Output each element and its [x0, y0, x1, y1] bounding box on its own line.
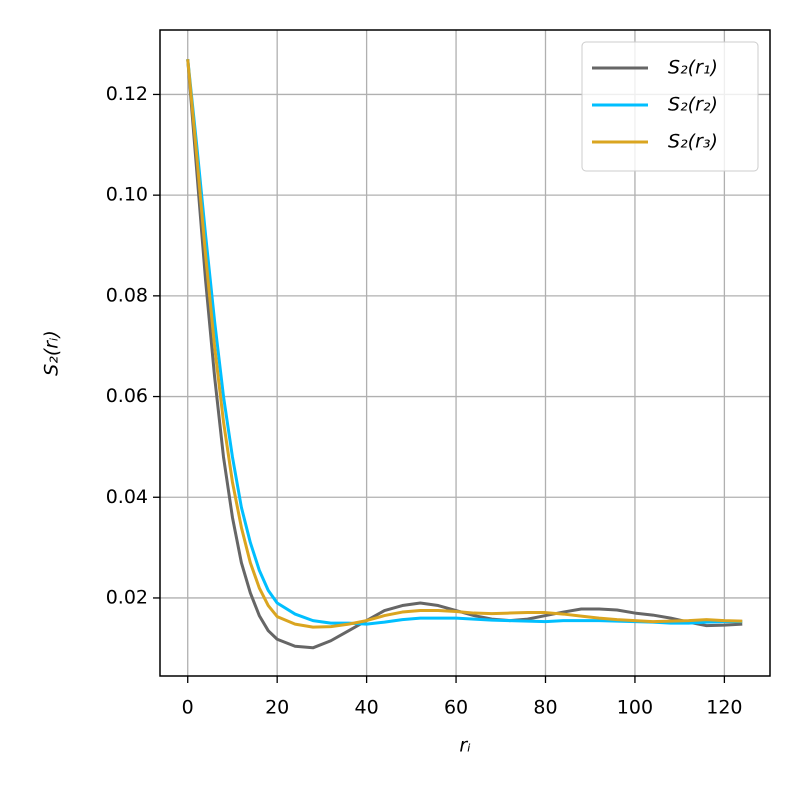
- legend-label: S₂(r₃): [668, 131, 718, 153]
- y-tick-label: 0.08: [106, 284, 148, 306]
- x-tick-label: 120: [706, 697, 742, 719]
- y-tick-label: 0.10: [106, 184, 148, 206]
- legend-box: [581, 41, 759, 172]
- y-axis-label: S₂(rᵢ): [41, 330, 63, 376]
- legend-label: S₂(r₁): [668, 57, 718, 79]
- x-tick-label: 80: [533, 697, 557, 719]
- x-tick-label: 20: [265, 697, 289, 719]
- legend-label: S₂(r₂): [668, 94, 718, 116]
- y-tick-label: 0.12: [106, 83, 148, 105]
- y-tick-label: 0.04: [106, 486, 148, 508]
- data-line: [186, 59, 743, 629]
- y-tick-label: 0.02: [106, 586, 148, 608]
- x-tick-label: 40: [355, 697, 379, 719]
- x-axis-label: rᵢ: [459, 735, 470, 757]
- data-line: [186, 59, 743, 650]
- x-tick-label: 100: [617, 697, 653, 719]
- x-tick-label: 0: [182, 697, 194, 719]
- x-tick-label: 60: [444, 697, 468, 719]
- plot-frame: [159, 29, 771, 677]
- y-tick-label: 0.06: [106, 385, 148, 407]
